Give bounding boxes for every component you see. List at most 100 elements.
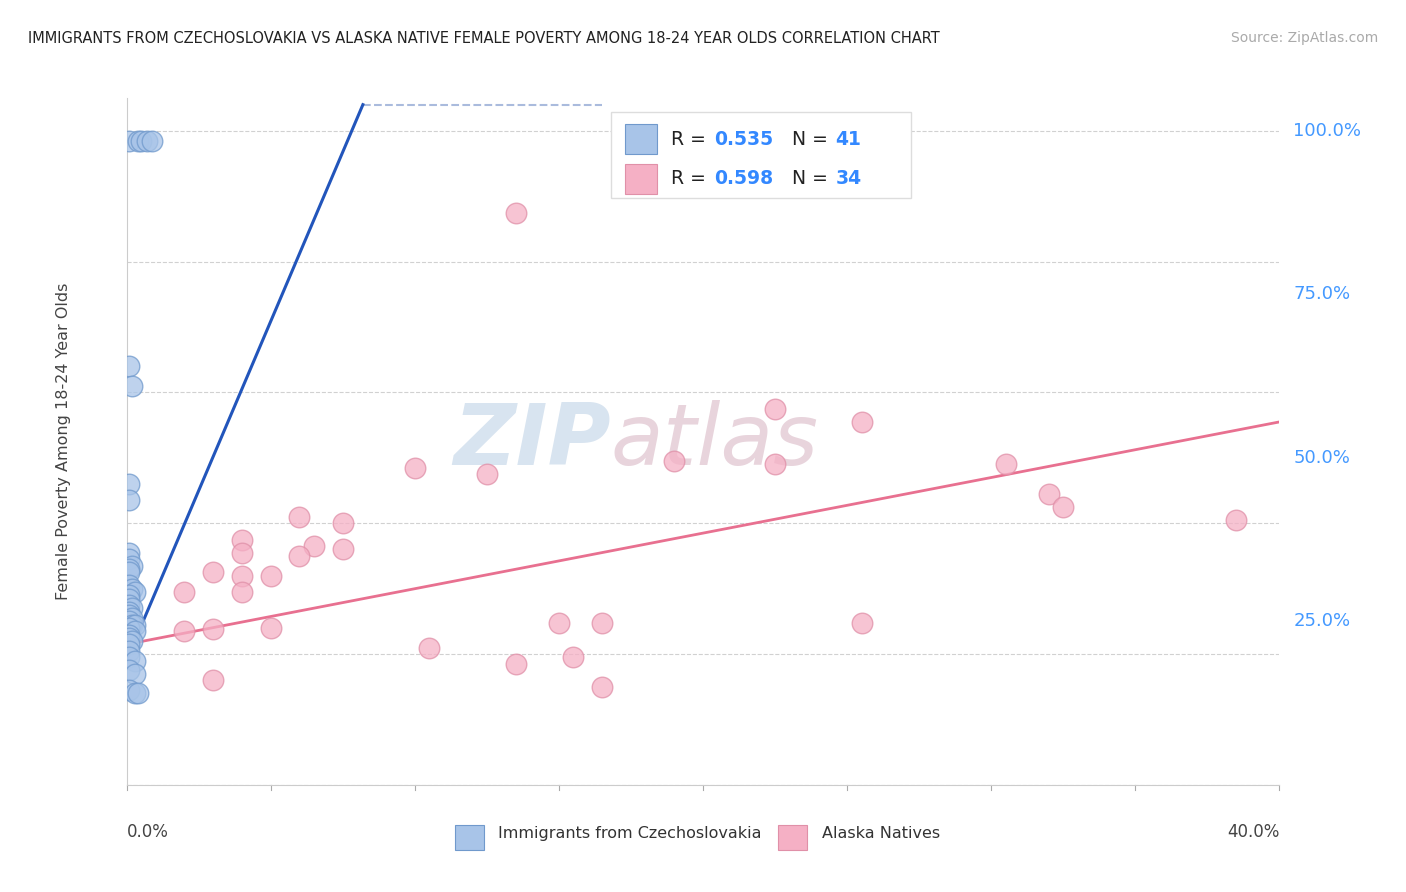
Text: Female Poverty Among 18-24 Year Olds: Female Poverty Among 18-24 Year Olds [56, 283, 70, 600]
Point [118, 607, 141, 622]
Text: N =: N = [792, 169, 834, 188]
Point [141, 134, 163, 148]
Point [121, 601, 143, 615]
Point [591, 615, 613, 630]
Bar [778, 824, 807, 850]
Point [231, 568, 253, 582]
Text: Immigrants from Czechoslovakia: Immigrants from Czechoslovakia [498, 825, 761, 840]
Point [118, 683, 141, 698]
Point [173, 624, 195, 639]
Point [124, 624, 146, 639]
Point [332, 542, 354, 557]
Point [118, 598, 141, 612]
Point [202, 566, 225, 580]
Point [127, 686, 149, 700]
Point [118, 562, 141, 576]
Point [332, 516, 354, 531]
Point [591, 680, 613, 694]
Point [475, 467, 498, 482]
Point [505, 657, 527, 671]
Point [231, 546, 253, 560]
Point [129, 134, 152, 148]
Point [118, 552, 141, 566]
Point [994, 458, 1017, 472]
Point [118, 566, 141, 580]
Point [548, 615, 571, 630]
Text: 50.0%: 50.0% [1294, 449, 1350, 467]
Point [118, 134, 141, 148]
Point [118, 621, 141, 635]
Text: R =: R = [671, 130, 711, 149]
Point [121, 558, 143, 573]
Point [259, 568, 281, 582]
Text: 0.535: 0.535 [714, 130, 773, 149]
Point [118, 477, 141, 491]
Point [118, 615, 141, 629]
Text: ZIP: ZIP [453, 400, 610, 483]
Point [121, 611, 143, 625]
Point [118, 591, 141, 606]
Point [202, 673, 225, 688]
Point [118, 578, 141, 592]
Text: Source: ZipAtlas.com: Source: ZipAtlas.com [1230, 31, 1378, 45]
Point [288, 549, 311, 563]
Text: 100.0%: 100.0% [1294, 122, 1361, 140]
Text: 34: 34 [835, 169, 862, 188]
Text: 25.0%: 25.0% [1294, 613, 1350, 631]
Point [118, 664, 141, 678]
Text: N =: N = [792, 130, 834, 149]
Point [118, 588, 141, 602]
Text: 40.0%: 40.0% [1227, 822, 1279, 841]
Point [118, 605, 141, 619]
Point [231, 533, 253, 547]
Point [121, 582, 143, 596]
Point [1225, 513, 1247, 527]
Bar [610, 112, 911, 198]
Point [118, 359, 141, 374]
Point [118, 631, 141, 645]
Point [124, 666, 146, 681]
Point [135, 134, 157, 148]
Point [202, 622, 225, 636]
Point [288, 509, 311, 524]
Point [173, 585, 195, 599]
Point [118, 546, 141, 560]
Point [118, 650, 141, 665]
Point [121, 634, 143, 648]
Point [231, 585, 253, 599]
Text: 0.598: 0.598 [714, 169, 773, 188]
Point [404, 460, 426, 475]
Text: IMMIGRANTS FROM CZECHOSLOVAKIA VS ALASKA NATIVE FEMALE POVERTY AMONG 18-24 YEAR : IMMIGRANTS FROM CZECHOSLOVAKIA VS ALASKA… [28, 31, 939, 46]
Point [1052, 500, 1074, 514]
Text: 41: 41 [835, 130, 862, 149]
Text: 75.0%: 75.0% [1294, 285, 1350, 303]
Text: atlas: atlas [610, 400, 818, 483]
Point [118, 644, 141, 658]
Point [121, 379, 143, 393]
Text: R =: R = [671, 169, 711, 188]
Point [763, 458, 786, 472]
Point [118, 637, 141, 651]
Bar [624, 164, 657, 194]
Point [562, 650, 585, 665]
Point [118, 627, 141, 641]
Point [124, 654, 146, 668]
Point [1038, 487, 1060, 501]
Point [664, 454, 686, 468]
Point [124, 617, 146, 632]
Point [127, 134, 149, 148]
Point [505, 205, 527, 219]
Point [763, 401, 786, 416]
Point [418, 640, 440, 655]
Point [302, 539, 325, 553]
Text: 0.0%: 0.0% [127, 822, 169, 841]
Point [851, 615, 873, 630]
Point [851, 415, 873, 429]
Point [118, 493, 141, 508]
Point [124, 686, 146, 700]
Point [259, 621, 281, 635]
Text: Alaska Natives: Alaska Natives [821, 825, 939, 840]
Point [124, 585, 146, 599]
Bar [624, 124, 657, 154]
Bar [456, 824, 484, 850]
